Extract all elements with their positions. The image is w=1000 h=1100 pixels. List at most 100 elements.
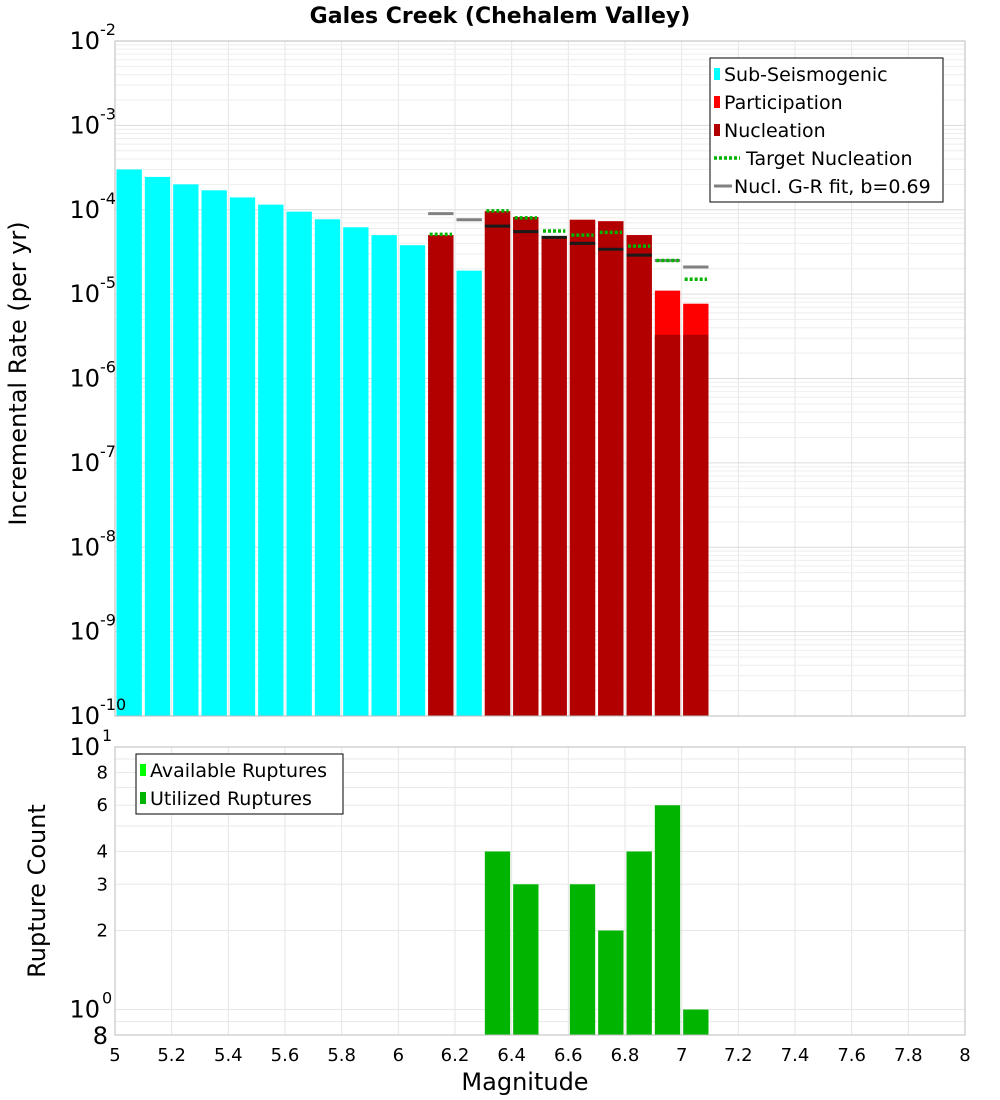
x-tick-label: 6.4 xyxy=(497,1045,526,1066)
y-tick-label: 3 xyxy=(97,874,108,895)
y-tick-label-exponent: -9 xyxy=(100,611,116,630)
legend-available-ruptures-label: Available Ruptures xyxy=(150,760,327,782)
legend-utilized-ruptures-swatch xyxy=(140,792,146,804)
y-tick-label-exponent: -4 xyxy=(100,189,116,208)
x-tick-label: 5.2 xyxy=(157,1045,186,1066)
y-tick-label-base: 10 xyxy=(69,733,100,761)
legend-nucl-g-r-fit-b-0-69-label: Nucl. G-R fit, b=0.69 xyxy=(734,176,931,198)
y-tick-label-base: 10 xyxy=(69,280,100,308)
y-tick-label: 8 xyxy=(97,762,108,783)
nucleation-bar xyxy=(428,235,454,716)
y-tick-label-exponent: -7 xyxy=(100,442,116,461)
legend-available-ruptures-swatch xyxy=(140,764,146,776)
x-tick-label: 8 xyxy=(959,1045,970,1066)
y-tick-label-exponent: 0 xyxy=(102,989,112,1008)
x-tick-label: 7 xyxy=(676,1045,687,1066)
sub-seismogenic-bar xyxy=(399,245,426,717)
legend-nucleation-label: Nucleation xyxy=(724,120,826,142)
y-tick-label: 2 xyxy=(97,921,108,942)
top-panel-lines xyxy=(428,209,709,282)
x-tick-label: 7.6 xyxy=(837,1045,866,1066)
nucleation-bar xyxy=(598,221,624,716)
x-tick-label: 6 xyxy=(393,1045,404,1066)
nucleation-bar xyxy=(569,219,596,717)
y-tick-label-exponent: -3 xyxy=(100,104,116,123)
top-panel-grid xyxy=(114,41,966,717)
legend-participation-swatch xyxy=(714,96,720,108)
sub-seismogenic-bar xyxy=(144,176,171,716)
y-tick-label-exponent: -2 xyxy=(100,20,116,39)
bottom-y-axis-label: Rupture Count xyxy=(23,804,51,978)
y-tick-label-base: 10 xyxy=(69,702,100,730)
sub-seismogenic-bar xyxy=(314,219,341,717)
utilized-ruptures-bar xyxy=(569,884,596,1035)
utilized-ruptures-bar xyxy=(513,884,539,1035)
sub-seismogenic-bar xyxy=(343,227,369,716)
x-tick-label: 5.8 xyxy=(327,1045,356,1066)
y-tick-label-base: 10 xyxy=(69,533,100,561)
legend-box xyxy=(709,57,944,203)
utilized-ruptures-bar xyxy=(484,851,511,1035)
sub-seismogenic-bar xyxy=(456,270,482,716)
x-tick-label: 7.2 xyxy=(724,1045,753,1066)
nucleation-bar xyxy=(513,217,539,716)
bottom-panel-frame xyxy=(114,746,966,1036)
utilized-ruptures-bar xyxy=(626,851,652,1035)
x-tick-label: 7.8 xyxy=(894,1045,923,1066)
y-tick-label-base: 10 xyxy=(69,196,100,224)
utilized-ruptures-bar xyxy=(598,930,624,1035)
y-tick-label: 4 xyxy=(97,841,108,862)
y-tick-label-base: 10 xyxy=(69,449,100,477)
legend-utilized-ruptures-label: Utilized Ruptures xyxy=(150,788,312,810)
nucleation-bar xyxy=(484,211,511,717)
legend-target-nucleation-label: Target Nucleation xyxy=(745,148,913,170)
legend-nucleation-swatch xyxy=(714,124,720,136)
bottom-panel-legend: Available Ruptures Utilized Ruptures xyxy=(135,753,344,815)
legend-sub-seismogenic-swatch xyxy=(714,68,720,80)
sub-seismogenic-bar xyxy=(201,190,227,716)
sub-seismogenic-bar xyxy=(258,204,284,717)
y-tick-label-base: 10 xyxy=(69,27,100,55)
y-tick-label-exponent: -8 xyxy=(100,526,116,545)
y-tick-label-exponent: -5 xyxy=(100,273,116,292)
top-panel-legend: Sub-Seismogenic Participation Nucleation Ta… xyxy=(709,57,944,203)
nucleation-bar xyxy=(541,236,567,716)
legend-box xyxy=(135,753,344,815)
sub-seismogenic-bar xyxy=(371,235,397,716)
y-tick-label: 6 xyxy=(97,795,108,816)
utilized-ruptures-bar xyxy=(654,805,681,1035)
sub-seismogenic-bar xyxy=(286,211,312,716)
sub-seismogenic-bar xyxy=(173,184,199,717)
x-tick-label: 6.6 xyxy=(554,1045,583,1066)
y-tick-label-base: 10 xyxy=(69,365,100,393)
nucleation-bar xyxy=(626,235,652,716)
sub-seismogenic-bar xyxy=(229,197,256,717)
x-axis-ticks: 5 5.2 5.4 5.6 5.8 6 6.2 6.4 6.6 6.8 7 7.2 7.4 7.6 7.8 8 xyxy=(109,1045,970,1066)
nucleation-bar xyxy=(654,334,681,716)
x-tick-label: 5.4 xyxy=(214,1045,243,1066)
sub-seismogenic-bar xyxy=(116,169,142,716)
legend-participation-label: Participation xyxy=(724,92,843,114)
utilized-ruptures-bar xyxy=(683,1009,709,1035)
y-tick-label-bottom: 8 xyxy=(93,1022,108,1050)
x-tick-label: 5 xyxy=(109,1045,120,1066)
y-tick-label-base: 10 xyxy=(69,996,100,1024)
x-tick-label: 5.6 xyxy=(271,1045,300,1066)
top-panel-bars xyxy=(116,169,709,717)
top-panel-frame xyxy=(114,40,966,717)
x-tick-label: 6.8 xyxy=(611,1045,640,1066)
y-tick-label-exponent: 1 xyxy=(102,726,112,745)
bottom-panel-bars xyxy=(484,805,709,1035)
legend-sub-seismogenic-label: Sub-Seismogenic xyxy=(724,64,888,86)
y-tick-label-base: 10 xyxy=(69,111,100,139)
x-tick-label: 6.2 xyxy=(441,1045,470,1066)
chart-title: Gales Creek (Chehalem Valley) xyxy=(310,4,691,29)
nucleation-bar xyxy=(683,334,709,716)
x-axis-label: Magnitude xyxy=(461,1068,588,1096)
x-tick-label: 7.4 xyxy=(781,1045,810,1066)
y-tick-label-exponent: -6 xyxy=(100,358,116,377)
y-tick-label-base: 10 xyxy=(69,618,100,646)
